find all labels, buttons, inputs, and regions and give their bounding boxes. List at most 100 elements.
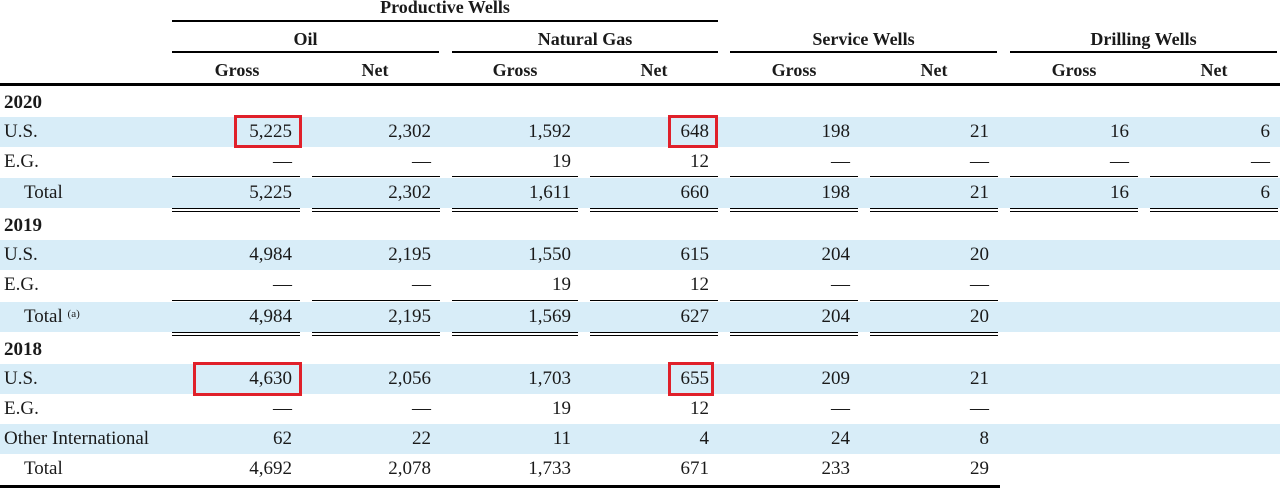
oil-net-value: 2,302 — [388, 182, 431, 203]
oil-net-value: 2,078 — [388, 458, 431, 479]
oil-gross-value: — — [273, 398, 292, 419]
total-double-rule — [172, 208, 300, 212]
service-gross-value: — — [831, 398, 850, 419]
gas-gross-value: 1,550 — [528, 244, 571, 265]
header-service-underline — [730, 51, 997, 53]
footnote-marker: (a) — [67, 308, 80, 320]
row-label: U.S. — [4, 121, 38, 142]
drilling-gross-value: — — [1110, 151, 1129, 172]
oil-net-value: 2,302 — [388, 121, 431, 142]
total-double-rule — [1150, 208, 1278, 212]
year-label: 2018 — [4, 339, 42, 360]
subtotal-rule — [590, 300, 718, 301]
total-double-rule — [590, 208, 718, 212]
header-oil: Oil — [293, 29, 318, 49]
service-gross-value: — — [831, 151, 850, 172]
table-row: E.G. — — 19 12 — — — [0, 394, 1280, 424]
year-row-2018: 2018 — [0, 335, 1280, 365]
oil-gross-value: — — [273, 151, 292, 172]
table-row: E.G. — — 19 12 — — — — — [0, 147, 1280, 177]
oil-gross-value: — — [273, 274, 292, 295]
row-label: U.S. — [4, 244, 38, 265]
subtotal-rule — [172, 176, 300, 177]
header-drilling-wells: Drilling Wells — [1090, 29, 1197, 49]
service-gross-value: 198 — [821, 121, 851, 142]
total-double-rule — [730, 208, 858, 212]
row-label: E.G. — [4, 398, 39, 419]
oil-gross-value: 4,984 — [249, 244, 292, 265]
header-productive-underline — [172, 20, 718, 22]
total-double-rule — [452, 332, 578, 336]
oil-net-value: 2,195 — [388, 244, 431, 265]
service-net-value: 29 — [970, 458, 989, 479]
oil-gross-value: 4,692 — [249, 458, 292, 479]
total-double-rule — [870, 332, 998, 336]
col-oil-net: Net — [361, 60, 389, 80]
gas-net-value: 4 — [699, 428, 710, 449]
gas-net-value: 12 — [690, 398, 709, 419]
subtotal-rule — [590, 176, 718, 177]
total-double-rule — [1010, 208, 1138, 212]
table-row-total: Total 4,692 2,078 1,733 671 233 29 — [0, 454, 1280, 484]
total-double-rule — [730, 332, 858, 336]
col-gas-net: Net — [640, 60, 668, 80]
drilling-net-value: 6 — [1260, 182, 1271, 203]
subtotal-rule — [1010, 176, 1138, 177]
oil-gross-value: 4,630 — [249, 368, 292, 389]
year-row-2019: 2019 — [0, 211, 1280, 241]
subtotal-rule — [312, 176, 440, 177]
subtotal-rule — [452, 300, 578, 301]
drilling-gross-value: 16 — [1110, 121, 1129, 142]
gas-gross-value: 11 — [552, 428, 571, 449]
total-label-text: Total — [24, 306, 63, 327]
gas-gross-value: 1,733 — [528, 458, 571, 479]
service-net-value: — — [970, 398, 989, 419]
subtotal-rule — [1150, 176, 1278, 177]
col-gas-gross: Gross — [492, 60, 538, 80]
oil-net-value: 2,056 — [388, 368, 431, 389]
total-double-rule — [870, 208, 998, 212]
service-gross-value: 198 — [821, 182, 851, 203]
subtotal-rule — [172, 300, 300, 301]
highlight-box-2018-gas-net — [668, 362, 714, 396]
gas-gross-value: 1,703 — [528, 368, 571, 389]
highlight-box-2020-gas-net — [668, 115, 718, 148]
gas-gross-value: 1,592 — [528, 121, 571, 142]
gas-gross-value: 19 — [552, 274, 571, 295]
col-drilling-net: Net — [1200, 60, 1228, 80]
row-label: Total — [24, 458, 63, 479]
table-bottom-rule — [0, 485, 1000, 488]
oil-gross-value: 5,225 — [249, 182, 292, 203]
service-gross-value: 233 — [821, 458, 851, 479]
row-label: Other International — [4, 428, 150, 449]
gas-gross-value: 1,569 — [528, 306, 571, 327]
header-oil-underline — [172, 51, 439, 53]
gas-net-value: 615 — [680, 244, 710, 265]
col-drilling-gross: Gross — [1051, 60, 1097, 80]
gas-net-value: 660 — [680, 182, 710, 203]
drilling-net-value: 6 — [1260, 121, 1271, 142]
service-net-value: — — [970, 274, 989, 295]
oil-net-value: 22 — [412, 428, 431, 449]
gas-net-value: 12 — [690, 151, 709, 172]
col-service-gross: Gross — [771, 60, 817, 80]
gas-gross-value: 19 — [552, 398, 571, 419]
gas-net-value: 671 — [680, 458, 710, 479]
service-net-value: 8 — [979, 428, 990, 449]
col-service-net: Net — [920, 60, 948, 80]
table-row: U.S. 4,630 2,056 1,703 655 209 21 — [0, 364, 1280, 394]
gas-net-value: 12 — [690, 274, 709, 295]
oil-gross-value: 5,225 — [249, 121, 292, 142]
subtotal-rule — [730, 300, 858, 301]
table-row-total: Total 5,225 2,302 1,611 660 198 21 16 6 — [0, 178, 1280, 208]
year-row-2020: 2020 — [0, 88, 1280, 118]
gas-net-value: 627 — [680, 306, 710, 327]
row-label: E.G. — [4, 151, 39, 172]
table-row-total: Total (a) 4,984 2,195 1,569 627 204 20 — [0, 302, 1280, 332]
oil-net-value: — — [412, 398, 431, 419]
subtotal-rule — [452, 176, 578, 177]
service-gross-value: 24 — [831, 428, 850, 449]
row-label: E.G. — [4, 274, 39, 295]
total-double-rule — [312, 332, 440, 336]
drilling-gross-value: 16 — [1110, 182, 1129, 203]
